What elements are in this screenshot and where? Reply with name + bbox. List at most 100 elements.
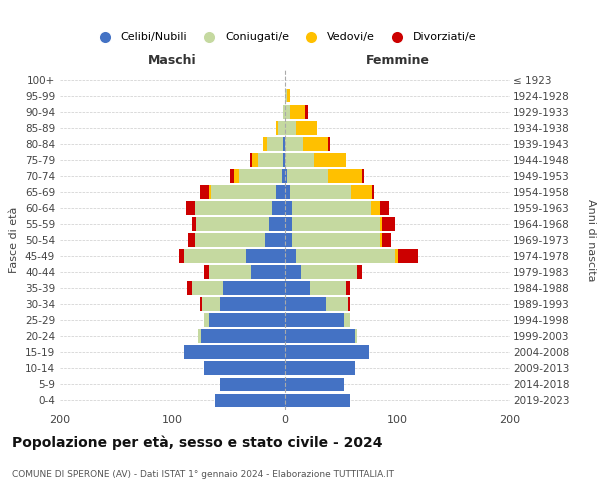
Bar [355, 330, 357, 343]
Legend: Celibi/Nubili, Coniugati/e, Vedovi/e, Divorziati/e: Celibi/Nubili, Coniugati/e, Vedovi/e, Di… [89, 28, 481, 47]
Bar [184, 249, 245, 263]
Bar [269, 217, 285, 231]
Bar [285, 153, 314, 166]
Bar [265, 233, 285, 247]
Bar [382, 217, 395, 231]
Bar [325, 298, 348, 311]
Bar [380, 233, 382, 247]
Bar [301, 266, 357, 279]
Text: Maschi: Maschi [148, 54, 197, 67]
Bar [204, 314, 209, 327]
Bar [285, 298, 325, 311]
Bar [267, 137, 283, 150]
Bar [285, 394, 350, 407]
Bar [382, 233, 391, 247]
Bar [283, 153, 285, 166]
Bar [285, 362, 355, 375]
Bar [211, 185, 276, 198]
Bar [209, 185, 211, 198]
Bar [263, 137, 267, 150]
Bar [290, 185, 352, 198]
Bar [296, 249, 395, 263]
Bar [285, 201, 292, 214]
Bar [187, 282, 191, 295]
Bar [200, 330, 285, 343]
Bar [287, 89, 290, 102]
Bar [285, 330, 355, 343]
Bar [371, 201, 380, 214]
Bar [281, 169, 285, 182]
Bar [285, 137, 303, 150]
Bar [215, 394, 285, 407]
Bar [314, 153, 346, 166]
Bar [209, 314, 285, 327]
Bar [250, 153, 253, 166]
Bar [380, 201, 389, 214]
Text: Femmine: Femmine [365, 54, 430, 67]
Bar [283, 105, 285, 118]
Bar [271, 201, 285, 214]
Bar [202, 298, 220, 311]
Bar [179, 249, 184, 263]
Bar [199, 330, 200, 343]
Bar [285, 121, 296, 134]
Bar [191, 282, 223, 295]
Bar [278, 121, 285, 134]
Bar [195, 233, 265, 247]
Bar [285, 378, 343, 391]
Y-axis label: Anni di nascita: Anni di nascita [586, 198, 596, 281]
Bar [305, 105, 308, 118]
Bar [245, 249, 285, 263]
Bar [290, 105, 305, 118]
Bar [296, 121, 317, 134]
Bar [276, 185, 285, 198]
Bar [285, 282, 310, 295]
Bar [343, 314, 350, 327]
Bar [283, 137, 285, 150]
Bar [361, 169, 364, 182]
Bar [188, 233, 195, 247]
Bar [285, 346, 370, 359]
Bar [285, 314, 343, 327]
Bar [285, 169, 287, 182]
Bar [235, 169, 239, 182]
Bar [199, 185, 209, 198]
Bar [196, 217, 269, 231]
Bar [184, 346, 285, 359]
Bar [310, 282, 346, 295]
Bar [285, 266, 301, 279]
Text: Popolazione per età, sesso e stato civile - 2024: Popolazione per età, sesso e stato civil… [12, 435, 383, 450]
Bar [195, 201, 271, 214]
Bar [230, 169, 235, 182]
Bar [357, 266, 361, 279]
Bar [292, 217, 380, 231]
Bar [303, 137, 328, 150]
Bar [223, 282, 285, 295]
Bar [199, 298, 202, 311]
Bar [285, 233, 292, 247]
Bar [285, 185, 290, 198]
Bar [220, 378, 285, 391]
Bar [285, 105, 290, 118]
Bar [258, 153, 283, 166]
Bar [239, 169, 281, 182]
Bar [398, 249, 418, 263]
Bar [191, 217, 196, 231]
Bar [328, 137, 330, 150]
Bar [204, 362, 285, 375]
Bar [380, 217, 382, 231]
Bar [209, 266, 251, 279]
Bar [352, 185, 371, 198]
Bar [287, 169, 328, 182]
Bar [220, 298, 285, 311]
Bar [348, 298, 350, 311]
Bar [251, 266, 285, 279]
Bar [204, 266, 209, 279]
Bar [276, 121, 278, 134]
Bar [285, 89, 287, 102]
Y-axis label: Fasce di età: Fasce di età [10, 207, 19, 273]
Bar [371, 185, 374, 198]
Bar [285, 249, 296, 263]
Bar [292, 233, 380, 247]
Bar [292, 201, 371, 214]
